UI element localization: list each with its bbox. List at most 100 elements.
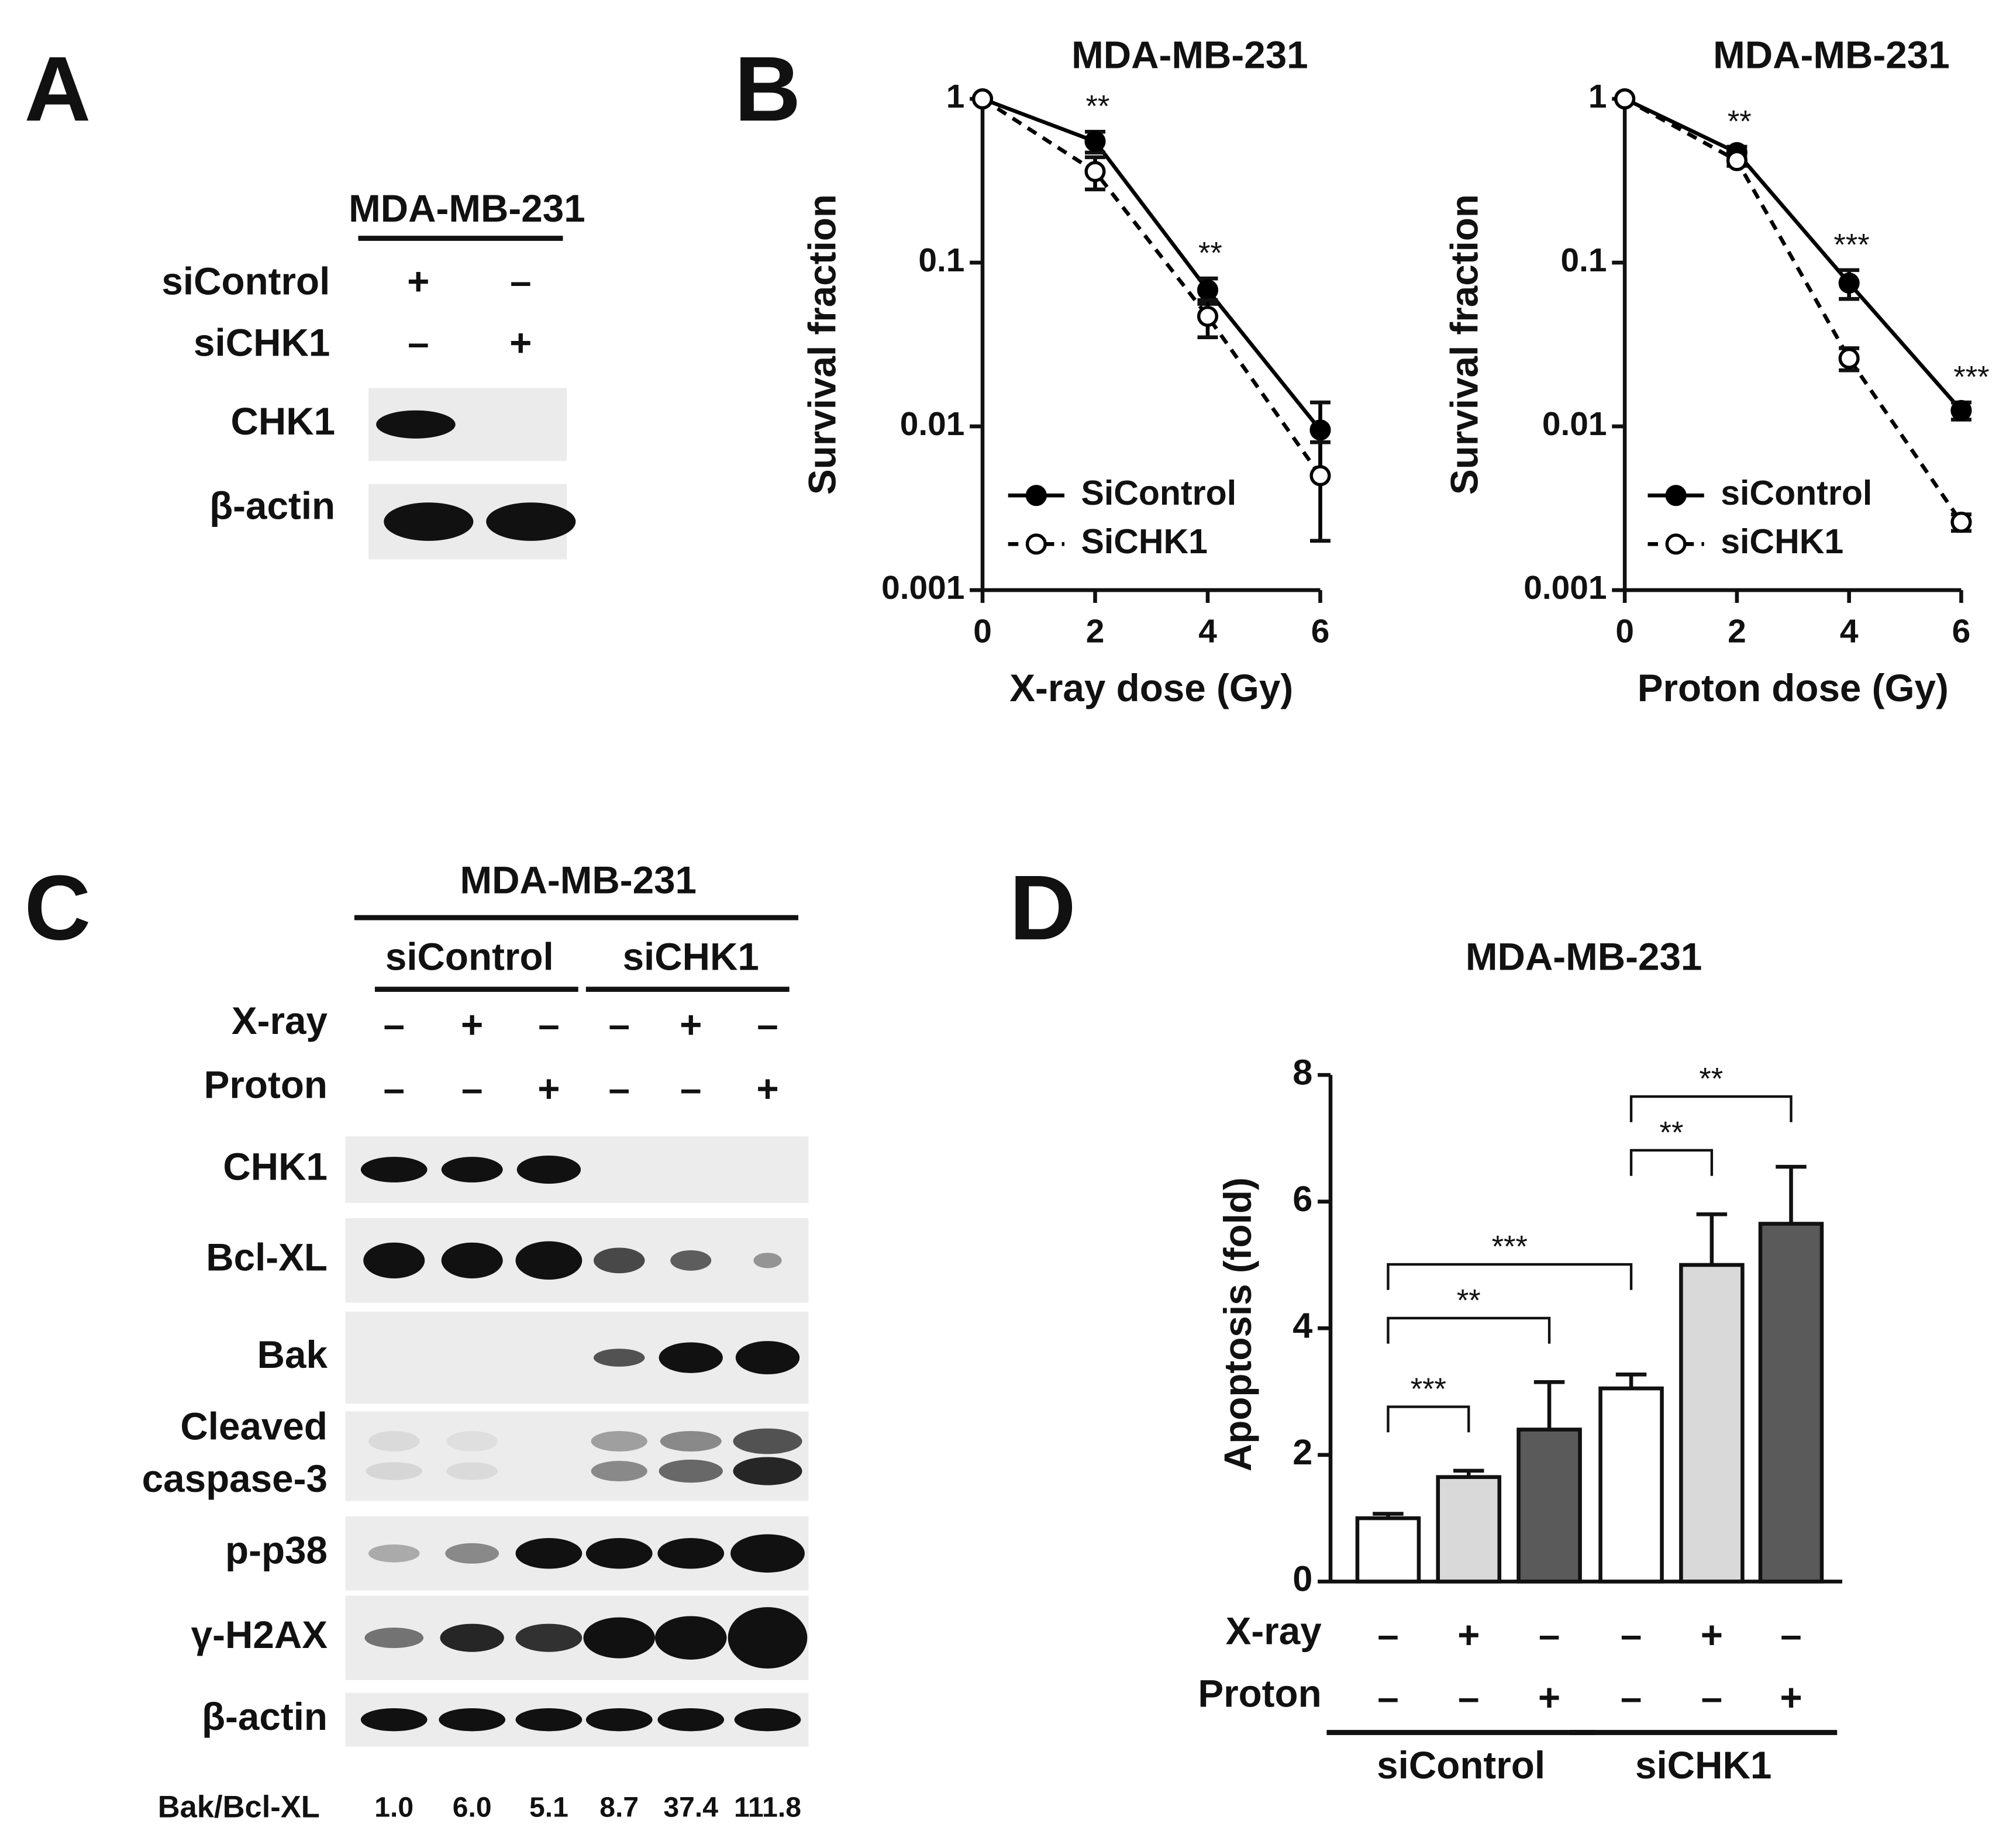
y-axis-label: Survival fraction bbox=[1443, 194, 1485, 495]
band bbox=[515, 1623, 583, 1652]
blot bbox=[345, 1311, 809, 1404]
significance-bracket bbox=[1387, 1405, 1470, 1433]
y-tick-label: 6 bbox=[1292, 1179, 1312, 1219]
blot-label: Cleaved bbox=[180, 1405, 328, 1447]
band bbox=[583, 1617, 655, 1659]
treatment-mark: + bbox=[680, 1004, 702, 1046]
band bbox=[360, 1708, 428, 1732]
band bbox=[515, 1241, 583, 1280]
treatment-mark: + bbox=[756, 1067, 778, 1110]
blot-label: CHK1 bbox=[230, 400, 335, 443]
band bbox=[734, 1708, 801, 1732]
y-tick-label: 8 bbox=[1292, 1052, 1312, 1092]
band bbox=[735, 1341, 800, 1374]
series-line bbox=[1624, 97, 1963, 523]
band bbox=[585, 1538, 653, 1569]
significance-bracket bbox=[1629, 1149, 1714, 1176]
band bbox=[384, 502, 474, 541]
treatment-label: X-ray bbox=[1226, 1609, 1322, 1652]
point bbox=[1197, 279, 1219, 301]
point bbox=[1084, 161, 1106, 182]
y-tick-label: 0.1 bbox=[918, 242, 964, 279]
point bbox=[1950, 511, 1972, 533]
series-line bbox=[1624, 97, 1963, 412]
band bbox=[659, 1459, 723, 1483]
x-tick-label: 0 bbox=[1615, 613, 1634, 650]
series-line bbox=[981, 97, 1322, 477]
band bbox=[591, 1430, 647, 1451]
x-tick-label: 6 bbox=[1311, 613, 1330, 650]
series-line bbox=[981, 96, 1322, 432]
legend-label: siControl bbox=[1721, 474, 1872, 512]
bar bbox=[1679, 1263, 1745, 1584]
band bbox=[733, 1428, 802, 1454]
treatment-mark: + bbox=[1457, 1613, 1480, 1656]
y-tick-label: 0.001 bbox=[881, 570, 964, 606]
significance-label: ** bbox=[1660, 1116, 1684, 1150]
blot-label: β-actin bbox=[202, 1695, 328, 1738]
ratio-value: 1.0 bbox=[374, 1791, 413, 1823]
band bbox=[659, 1342, 723, 1373]
group-label: siCHK1 bbox=[1635, 1744, 1771, 1787]
x-tick-label: 4 bbox=[1840, 613, 1859, 650]
chart-title: MDA-MB-231 bbox=[1466, 936, 1702, 978]
blot-label: caspase-3 bbox=[142, 1457, 328, 1500]
treatment-mark: – bbox=[1539, 1613, 1560, 1656]
treatment-mark: – bbox=[1377, 1613, 1398, 1656]
point bbox=[1726, 150, 1748, 171]
bar bbox=[1598, 1386, 1664, 1584]
x-tick-label: 2 bbox=[1728, 613, 1746, 650]
band bbox=[440, 1623, 504, 1652]
blot-label: Bak bbox=[257, 1333, 328, 1376]
band bbox=[515, 1708, 583, 1732]
band bbox=[368, 1430, 420, 1451]
treatment-mark: – bbox=[757, 1004, 778, 1046]
chart-title: MDA-MB-231 bbox=[1071, 33, 1308, 76]
point bbox=[1084, 130, 1106, 152]
panel-letter: A bbox=[25, 37, 91, 140]
y-tick-label: 0.001 bbox=[1524, 570, 1607, 606]
blot bbox=[345, 1411, 809, 1501]
band bbox=[516, 1155, 581, 1184]
band bbox=[730, 1534, 805, 1573]
ratio-value: 8.7 bbox=[599, 1791, 639, 1823]
point bbox=[1309, 419, 1331, 441]
ratio-value: 6.0 bbox=[453, 1791, 492, 1823]
bar bbox=[1355, 1516, 1421, 1584]
point bbox=[1950, 399, 1972, 421]
legend-marker bbox=[1665, 485, 1687, 506]
band bbox=[364, 1628, 424, 1649]
blot-label: γ-H2AX bbox=[191, 1613, 328, 1656]
treatment-mark: – bbox=[384, 1004, 405, 1046]
significance-bracket bbox=[1387, 1263, 1633, 1290]
ratio-value: 5.1 bbox=[529, 1791, 568, 1823]
band bbox=[439, 1708, 506, 1732]
band bbox=[655, 1616, 727, 1660]
panel-letter: B bbox=[735, 37, 801, 140]
band bbox=[366, 1462, 422, 1480]
y-tick-label: 0 bbox=[1292, 1559, 1312, 1599]
treatment-mark: – bbox=[680, 1067, 702, 1110]
band bbox=[591, 1461, 647, 1482]
band bbox=[376, 410, 456, 439]
treatment-label: Proton bbox=[1198, 1673, 1321, 1715]
treatment-mark: + bbox=[537, 1067, 560, 1110]
significance-label: *** bbox=[1411, 1372, 1446, 1406]
treatment-mark: – bbox=[1621, 1613, 1642, 1656]
treatment-label: Proton bbox=[204, 1063, 328, 1106]
cell-line: MDA-MB-231 bbox=[349, 187, 585, 230]
blot-label: p-p38 bbox=[225, 1529, 328, 1572]
band bbox=[445, 1543, 499, 1564]
y-tick-label: 0.01 bbox=[1542, 406, 1607, 443]
blot-label: CHK1 bbox=[223, 1145, 328, 1188]
band bbox=[660, 1430, 722, 1451]
treatment-mark: – bbox=[1377, 1676, 1398, 1719]
annotation: ** bbox=[1198, 236, 1222, 271]
y-tick-label: 0.1 bbox=[1560, 242, 1607, 279]
condition-mark: + bbox=[407, 260, 429, 303]
x-tick-label: 2 bbox=[1086, 613, 1105, 650]
significance-label: ** bbox=[1699, 1062, 1723, 1097]
band bbox=[515, 1538, 583, 1569]
